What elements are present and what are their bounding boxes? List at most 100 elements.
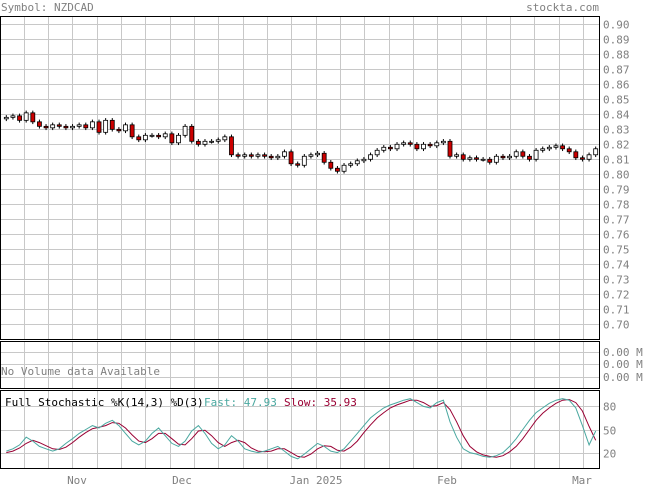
candle [282, 151, 287, 157]
candle [580, 157, 585, 160]
site-label[interactable]: stockta.com [526, 1, 599, 14]
candle [361, 158, 367, 162]
candle [421, 143, 426, 150]
price-tick-label: 0.75 [603, 244, 630, 257]
price-axis: 0.90 0.89 0.88 0.87 0.86 0.85 0.84 0.83 0.82 0.81… [603, 19, 630, 332]
x-tick-label: Dec [172, 474, 192, 486]
candle [136, 136, 142, 141]
candle [109, 119, 115, 130]
candle [30, 112, 36, 123]
candle [70, 125, 75, 129]
candle [295, 163, 301, 166]
stochastic-axis: 80 50 20 [603, 401, 616, 461]
candle [407, 142, 413, 145]
candle [341, 164, 347, 172]
candle [229, 136, 234, 156]
candle [321, 152, 327, 163]
x-axis: Nov Dec Jan 2025 Feb Mar [67, 474, 592, 486]
price-tick-label: 0.76 [603, 229, 630, 242]
candle [335, 167, 340, 172]
price-tick-label: 0.83 [603, 124, 630, 137]
price-tick-label: 0.90 [603, 19, 630, 32]
candle [209, 140, 215, 143]
candle [10, 115, 16, 118]
candle [3, 116, 9, 120]
candle [17, 115, 22, 121]
candle [308, 154, 314, 157]
stochastic-tick-label: 80 [603, 401, 616, 414]
price-panel [0, 16, 600, 340]
price-tick-label: 0.88 [603, 49, 630, 62]
candle [235, 154, 241, 157]
candle [440, 140, 446, 144]
price-tick-label: 0.86 [603, 79, 630, 92]
candle [222, 136, 228, 141]
price-tick-label: 0.72 [603, 289, 630, 302]
price-tick-label: 0.79 [603, 184, 630, 197]
stochastic-tick-label: 50 [603, 425, 616, 438]
price-tick-label: 0.89 [603, 34, 630, 47]
candle [96, 121, 102, 133]
candle [566, 148, 572, 153]
candle [56, 124, 62, 127]
candle [37, 121, 42, 127]
candle [215, 139, 221, 142]
candle [434, 142, 440, 147]
stochastic-title: Full Stochastic %K(14,3) %D(3) [5, 396, 204, 409]
price-tick-label: 0.84 [603, 109, 630, 122]
volume-tick-label: 0.00 M [603, 371, 643, 384]
candle [76, 124, 82, 127]
price-tick-label: 0.74 [603, 259, 630, 272]
price-tick-label: 0.78 [603, 199, 630, 212]
x-tick-label: Feb [437, 474, 457, 486]
candle [248, 154, 254, 157]
candle [354, 160, 360, 165]
candle [513, 151, 519, 157]
candle [50, 124, 56, 129]
candle [156, 134, 162, 138]
candle [182, 125, 188, 136]
price-tick-label: 0.81 [603, 154, 630, 167]
price-tick-label: 0.87 [603, 64, 630, 77]
candle [262, 154, 267, 157]
candle [387, 146, 393, 150]
candle [573, 151, 579, 159]
candle [176, 134, 181, 144]
candle [83, 124, 89, 129]
volume-tick-label: 0.00 M [603, 346, 643, 359]
stochastic-panel [0, 390, 600, 469]
candle [255, 154, 261, 157]
candle [520, 151, 526, 157]
price-tick-label: 0.85 [603, 94, 630, 107]
x-tick-label: Mar [572, 474, 592, 486]
candle [560, 145, 565, 150]
candle [315, 152, 320, 156]
candle [374, 149, 380, 156]
candle [546, 146, 552, 150]
price-tick-label: 0.73 [603, 274, 630, 287]
candle [593, 148, 599, 156]
volume-axis: 0.00 M0.00 M0.00 M [603, 346, 643, 384]
candle [507, 155, 513, 159]
candle [447, 140, 453, 157]
x-tick-label: Jan 2025 [290, 474, 343, 486]
volume-panel [0, 341, 600, 389]
candle [23, 112, 29, 121]
candle [149, 134, 155, 137]
candle [368, 154, 373, 160]
fast-line [6, 398, 597, 460]
candle [381, 146, 387, 151]
candle [460, 154, 466, 160]
volume-message: No Volume data Available [1, 365, 160, 378]
candle [553, 145, 559, 148]
candle [242, 154, 248, 157]
volume-grid [1, 342, 599, 388]
candle [480, 158, 486, 161]
candle [487, 158, 493, 163]
candle [63, 125, 69, 129]
candle [586, 154, 592, 160]
candle [43, 125, 49, 129]
price-tick-label: 0.82 [603, 139, 630, 152]
candle [116, 128, 122, 132]
